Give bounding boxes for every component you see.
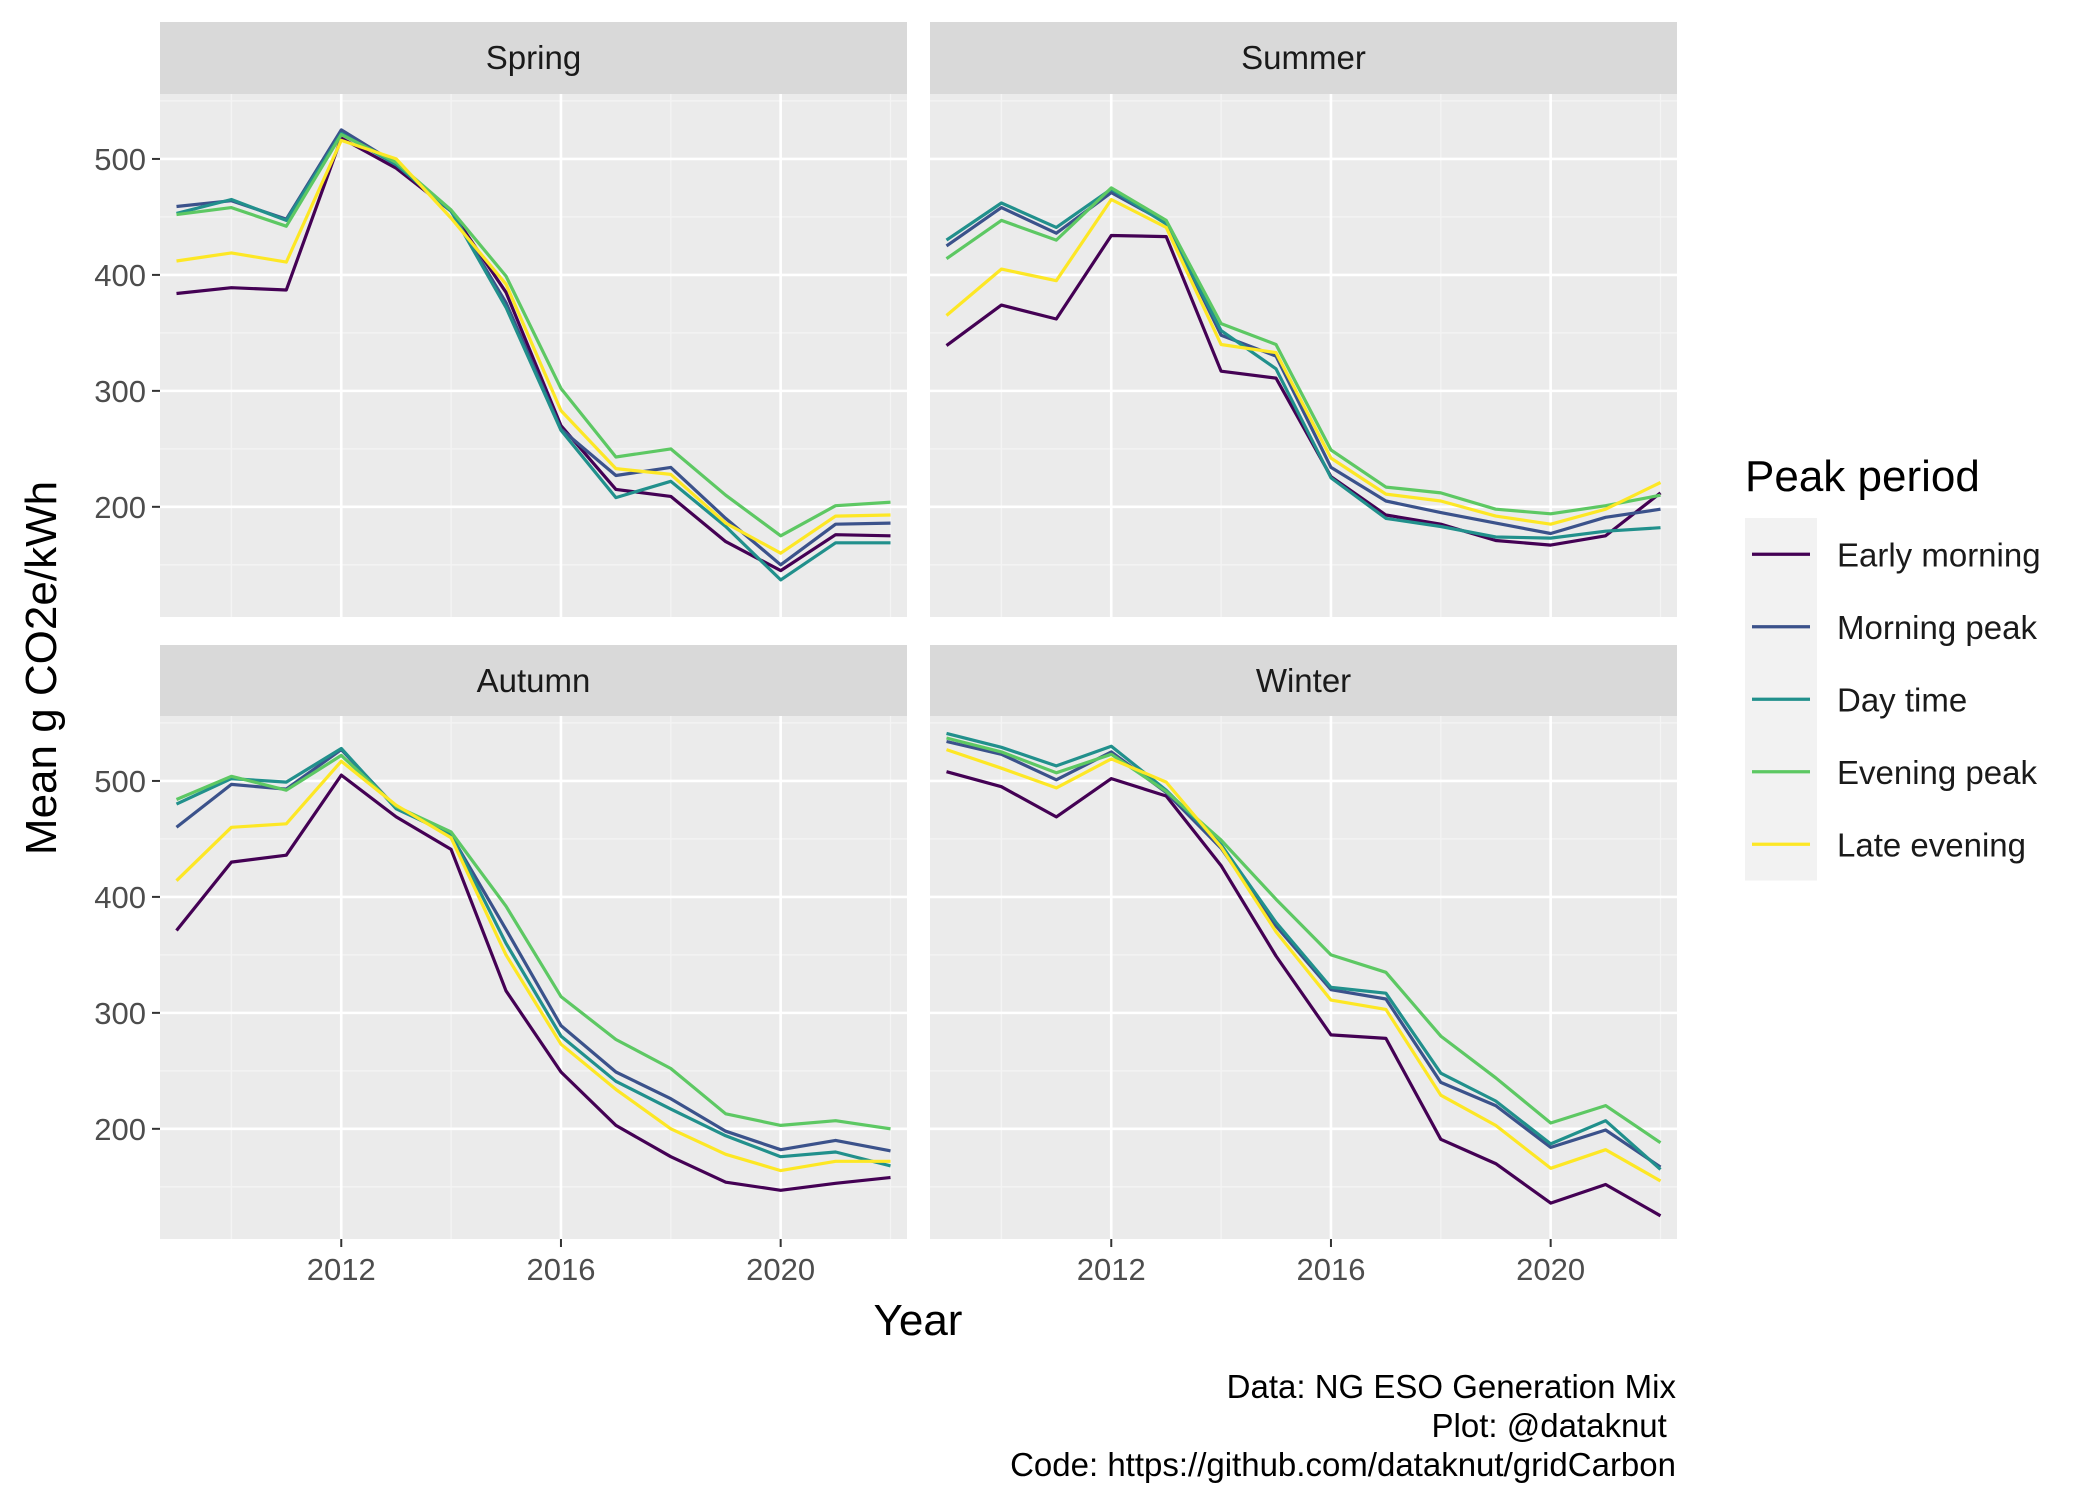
series-line-evening-peak (175, 753, 891, 1131)
facet-strip (930, 645, 1677, 717)
series-group (176, 128, 891, 582)
facet-strip (160, 22, 907, 94)
panel-background (930, 716, 1677, 1239)
y-tick-label: 400 (94, 880, 146, 915)
legend-label: Evening peak (1837, 754, 2037, 791)
legend-title: Peak period (1745, 452, 1980, 501)
facet-strip (930, 22, 1677, 94)
series-line-late-evening (945, 748, 1662, 1183)
series-line-late-evening (945, 197, 1662, 526)
y-tick-label: 500 (94, 142, 146, 177)
legend: Peak period Early morning Morning peak Day… (1745, 452, 2041, 881)
legend-item-evening-peak: Evening peak (1745, 735, 2037, 808)
legend-item-morning-peak: Morning peak (1745, 590, 2037, 663)
legend-label: Morning peak (1837, 609, 2037, 646)
series-line-early-morning (175, 773, 891, 1192)
panel-background (930, 94, 1677, 617)
legend-label: Late evening (1837, 826, 2026, 863)
series-line-evening-peak (176, 133, 891, 538)
axis-titles: Year Mean g CO2e/kWh (17, 481, 962, 1345)
legend-label: Day time (1837, 681, 1967, 718)
facet-strip-label: Autumn (477, 662, 591, 699)
facet-panel-winter: Winter 2012 2016 2020 (930, 645, 1677, 1287)
series-line-morning-peak (945, 191, 1661, 536)
y-tick-label: 300 (94, 996, 146, 1031)
caption: Data: NG ESO Generation Mix Plot: @datak… (1010, 1368, 1676, 1483)
series-line-early-morning (945, 233, 1662, 547)
facet-strip (160, 645, 907, 717)
y-axis-title: Mean g CO2e/kWh (17, 481, 66, 855)
series-line-day-time (946, 731, 1662, 1171)
x-tick-label: 2012 (1077, 1252, 1146, 1287)
x-tick-label: 2020 (1516, 1252, 1585, 1287)
series-line-late-evening (176, 138, 891, 555)
facet-panel-autumn: Autumn 200 300 400 500 2012 2016 2020 (94, 645, 907, 1287)
y-tick-label: 500 (94, 764, 146, 799)
legend-item-early-morning: Early morning (1745, 518, 2041, 591)
y-tick-label: 200 (94, 1112, 146, 1147)
series-group (945, 731, 1662, 1218)
series-line-evening-peak (946, 736, 1662, 1145)
series-line-day-time (175, 746, 891, 1168)
facet-strip-label: Summer (1241, 39, 1366, 76)
facet-panel-summer: Summer (930, 22, 1677, 617)
y-tick-label: 300 (94, 374, 146, 409)
series-group (945, 186, 1662, 547)
series-line-morning-peak (946, 739, 1662, 1169)
caption-data-source: Data: NG ESO Generation Mix (1227, 1368, 1677, 1405)
legend-keys: Early morning Morning peak Day time Evening… (1745, 518, 2041, 881)
x-tick-label: 2016 (1296, 1252, 1365, 1287)
y-tick-label: 400 (94, 258, 146, 293)
y-tick-label: 200 (94, 490, 146, 525)
series-group (175, 746, 891, 1192)
legend-item-day-time: Day time (1745, 663, 1967, 736)
caption-plot-credit: Plot: @dataknut (1432, 1407, 1676, 1444)
facet-panels: Spring 200 300 400 500 Summer Autumn 200 300 400 5… (94, 22, 1677, 1287)
x-tick-label: 2012 (307, 1252, 376, 1287)
legend-item-late-evening: Late evening (1745, 808, 2026, 881)
x-tick-label: 2020 (746, 1252, 815, 1287)
series-line-day-time (176, 131, 891, 582)
x-axis-title: Year (874, 1296, 963, 1345)
series-line-evening-peak (945, 186, 1661, 516)
x-tick-label: 2016 (526, 1252, 595, 1287)
facet-panel-spring: Spring 200 300 400 500 (94, 22, 907, 617)
series-line-early-morning (176, 136, 891, 573)
facet-strip-label: Winter (1256, 662, 1351, 699)
series-line-early-morning (946, 770, 1662, 1218)
facet-strip-label: Spring (486, 39, 581, 76)
series-line-late-evening (175, 759, 891, 1173)
caption-code-link: Code: https://github.com/dataknut/gridCa… (1010, 1446, 1676, 1483)
series-line-day-time (945, 187, 1661, 540)
legend-label: Early morning (1837, 536, 2041, 573)
